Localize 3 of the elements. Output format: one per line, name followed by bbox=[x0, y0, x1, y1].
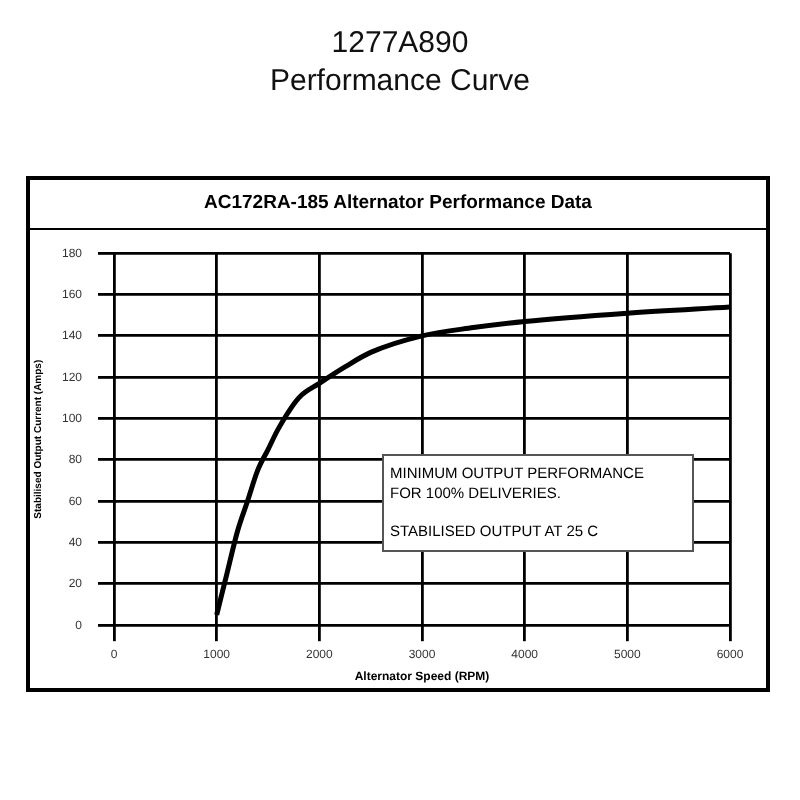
chart-title: 1277A890 bbox=[329, 24, 471, 62]
text: AC172RA-185 Alternator Performance Data bbox=[30, 180, 766, 230]
chart-subtitle: Performance Curve bbox=[267, 62, 533, 100]
